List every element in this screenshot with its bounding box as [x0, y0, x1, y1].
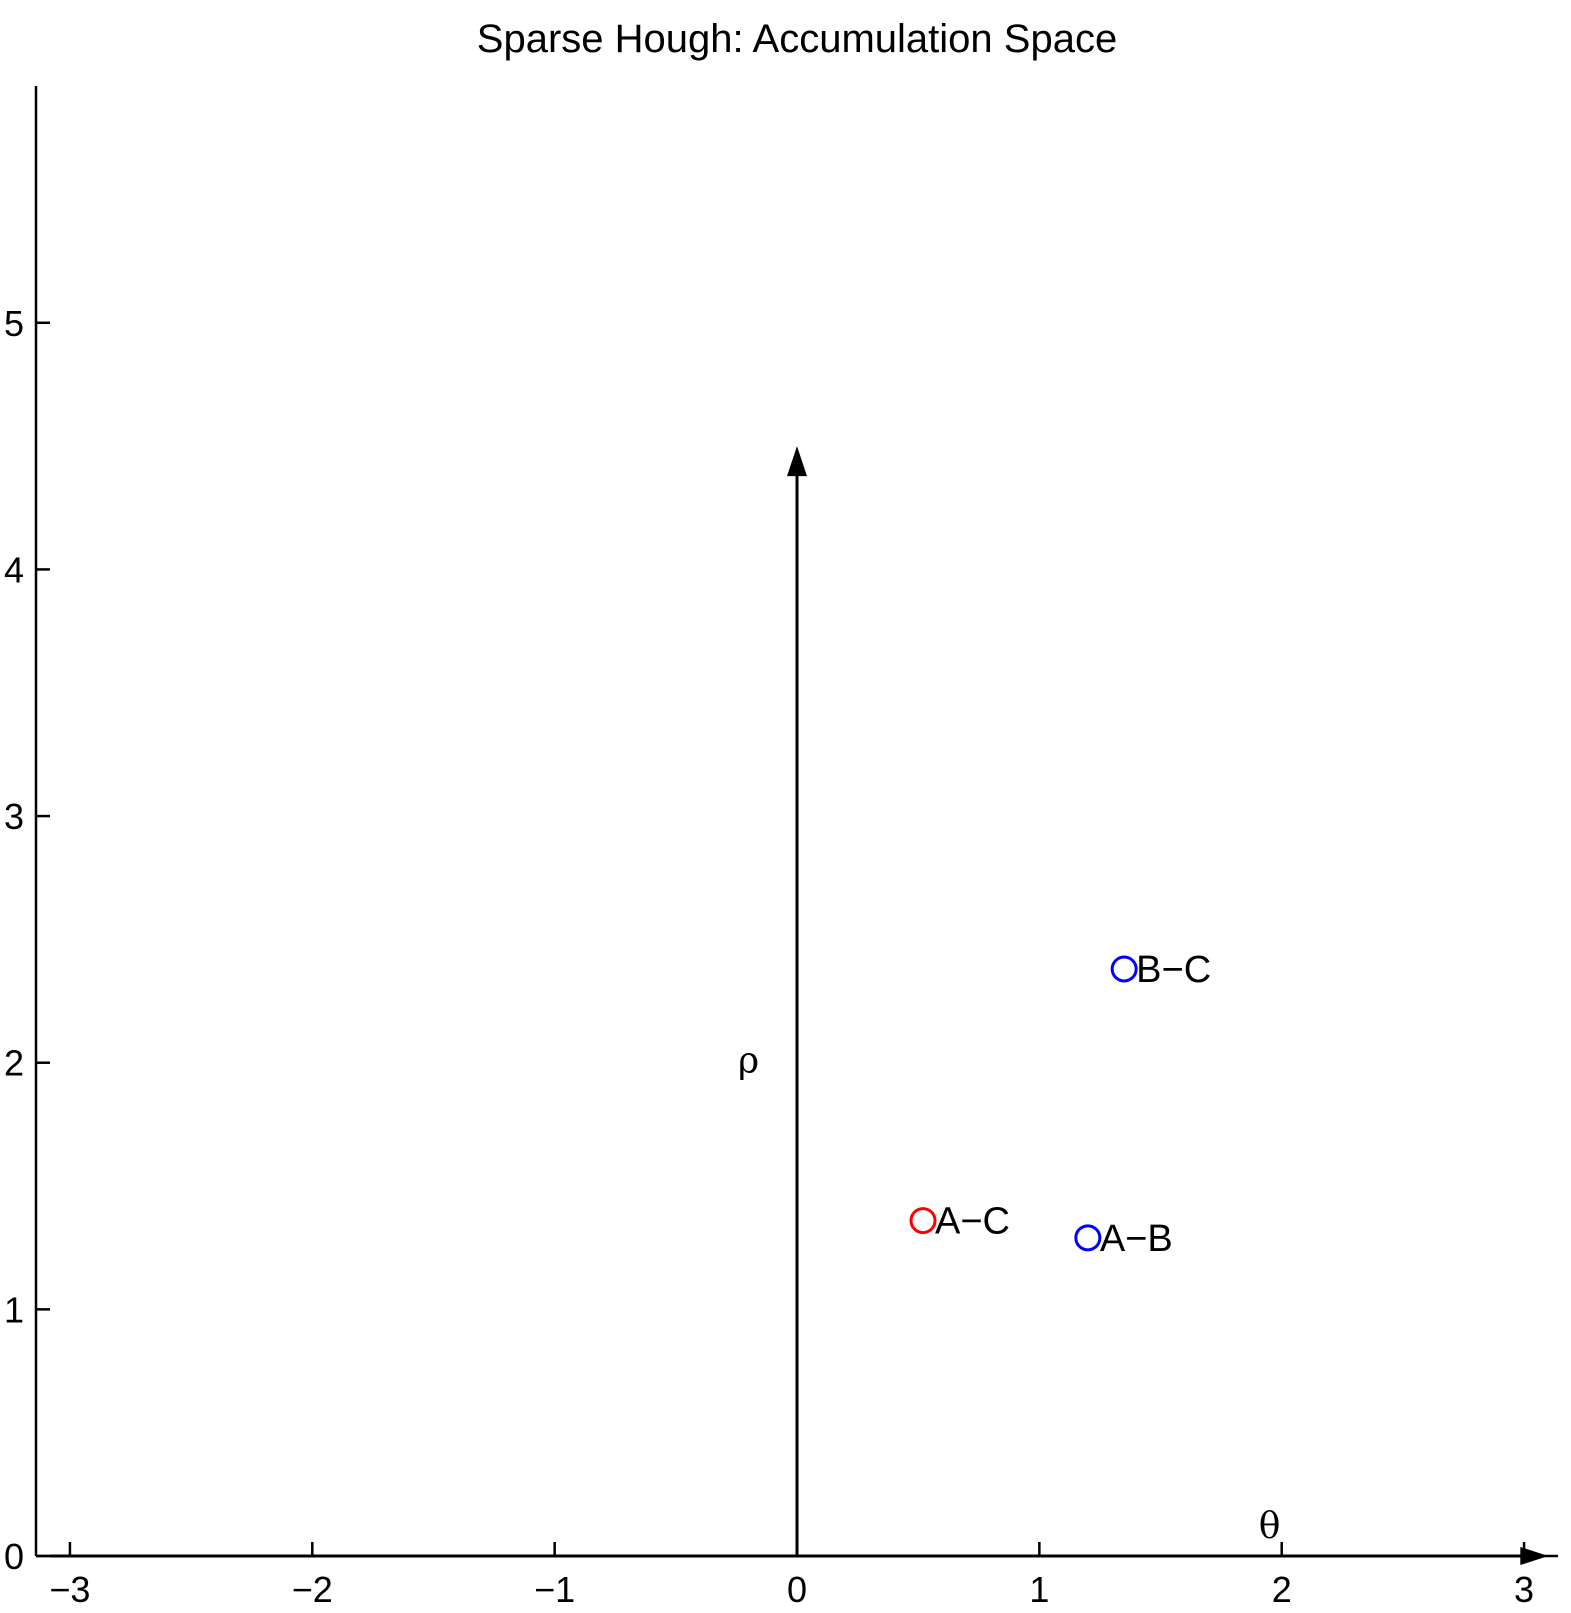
x-axis-ticks: −3 −2 −1 0 1 2 3 [49, 1542, 1534, 1610]
theta-axis-arrowhead [1520, 1547, 1549, 1565]
rho-axis-label: ρ [738, 1041, 759, 1082]
x-tick-label: 3 [1514, 1569, 1534, 1610]
x-tick-label: 1 [1029, 1569, 1049, 1610]
data-point-label: A−B [1100, 1218, 1173, 1260]
x-tick-label: 2 [1272, 1569, 1292, 1610]
y-tick-label: 1 [4, 1289, 24, 1330]
theta-axis-label: θ [1259, 1506, 1281, 1547]
data-point-label: B−C [1136, 949, 1211, 991]
x-tick-label: 0 [787, 1569, 807, 1610]
x-tick-label: −2 [292, 1569, 333, 1610]
y-tick-label: 4 [4, 549, 24, 590]
x-tick-label: −3 [49, 1569, 90, 1610]
chart-title: Sparse Hough: Accumulation Space [477, 17, 1117, 61]
rho-axis-arrowhead [787, 446, 807, 477]
inner-axes [50, 446, 1549, 1565]
data-points: A−C A−B B−C [909, 949, 1211, 1260]
y-tick-label: 3 [4, 796, 24, 837]
data-point-marker [1074, 1224, 1102, 1252]
y-tick-label: 0 [4, 1536, 24, 1577]
y-axis-ticks: 0 1 2 3 4 5 [4, 303, 50, 1577]
x-tick-label: −1 [534, 1569, 575, 1610]
y-tick-label: 2 [4, 1043, 24, 1084]
y-tick-label: 5 [4, 303, 24, 344]
data-point-marker [909, 1207, 937, 1235]
data-point-marker [1110, 955, 1138, 983]
data-point-label: A−C [935, 1201, 1010, 1243]
